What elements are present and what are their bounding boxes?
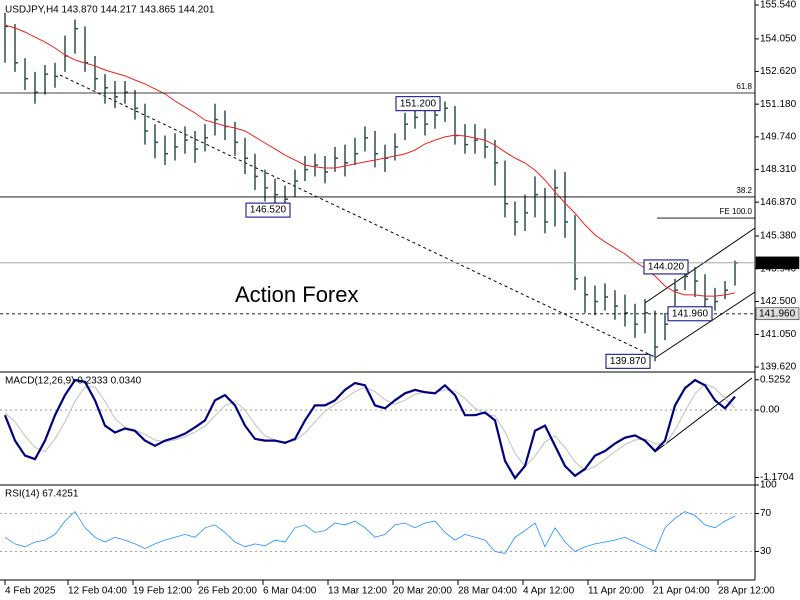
y-tick-label: 0.5252 (760, 374, 791, 385)
y-tick-label: 154.050 (760, 34, 797, 45)
annotation-label: 146.520 (250, 205, 287, 216)
y-tick-label: 139.620 (760, 362, 797, 373)
watermark: Action Forex (235, 282, 359, 307)
channel-line (644, 227, 756, 304)
annotation-label: 144.020 (648, 262, 685, 273)
x-tick-label: 19 Feb 12:00 (133, 586, 192, 597)
rsi-title: RSI(14) 67.4251 (5, 489, 79, 500)
channel-line (654, 291, 756, 359)
y-tick-label: 145.380 (760, 231, 797, 242)
annotation-box (395, 96, 441, 112)
y-tick-label: 155.540 (760, 0, 797, 11)
y-tick-label: 0.00 (760, 405, 780, 416)
x-tick-label: 11 Apr 20:00 (588, 586, 644, 597)
y-tick-label: -1.1704 (760, 472, 794, 483)
y-tick-label: 151.180 (760, 99, 797, 110)
annotation-label: 151.200 (400, 98, 437, 109)
y-tick-label: 141.050 (760, 329, 797, 340)
trend-line (59, 74, 656, 358)
x-tick-label: 12 Feb 04:00 (68, 586, 127, 597)
annotation-box (667, 306, 713, 322)
x-tick-label: 4 Apr 12:00 (523, 586, 575, 597)
y-tick-label: 146.870 (760, 197, 797, 208)
x-tick-label: 21 Apr 04:00 (653, 586, 710, 597)
y-tick-label: 142.500 (760, 296, 797, 307)
price-tag (755, 307, 800, 321)
fib-label: FE 100.0 (720, 207, 753, 216)
fib-label: 61.8 (736, 82, 752, 91)
y-tick-label: 148.310 (760, 164, 797, 175)
y-tick-label: 70 (760, 508, 772, 519)
x-tick-label: 6 Mar 04:00 (263, 586, 317, 597)
y-tick-label: 100 (760, 480, 777, 491)
chart-title: USDJPY,H4 143.870 144.217 143.865 144.20… (5, 5, 215, 16)
price-tag-label: 144.201 (759, 257, 796, 268)
macd-title: MACD(12,26,9) 0.2333 0.0340 (5, 376, 142, 387)
price-tag-label: 141.960 (759, 308, 796, 319)
x-tick-label: 28 Apr 12:00 (718, 586, 775, 597)
annotation-label: 139.870 (610, 356, 647, 367)
x-tick-label: 4 Feb 2025 (5, 586, 56, 597)
fib-label: 38.2 (736, 186, 752, 195)
plot-area (0, 12, 755, 554)
x-tick-label: 26 Feb 20:00 (198, 586, 257, 597)
annotation-box (643, 259, 689, 275)
x-tick-label: 20 Mar 20:00 (393, 586, 452, 597)
x-tick-label: 13 Mar 12:00 (328, 586, 387, 597)
moving-average (4, 24, 736, 297)
y-tick-label: 152.620 (760, 66, 797, 77)
price-tag (755, 256, 800, 270)
annotation-label: 141.960 (672, 308, 709, 319)
macd-trend-line (654, 377, 753, 453)
annotation-box (245, 202, 291, 218)
rsi-line (4, 510, 736, 554)
x-tick-label: 28 Mar 04:00 (458, 586, 517, 597)
macd-line (3, 378, 736, 481)
y-tick-label: 149.740 (760, 132, 797, 143)
y-tick-label: 30 (760, 546, 772, 557)
annotation-box (605, 353, 651, 369)
